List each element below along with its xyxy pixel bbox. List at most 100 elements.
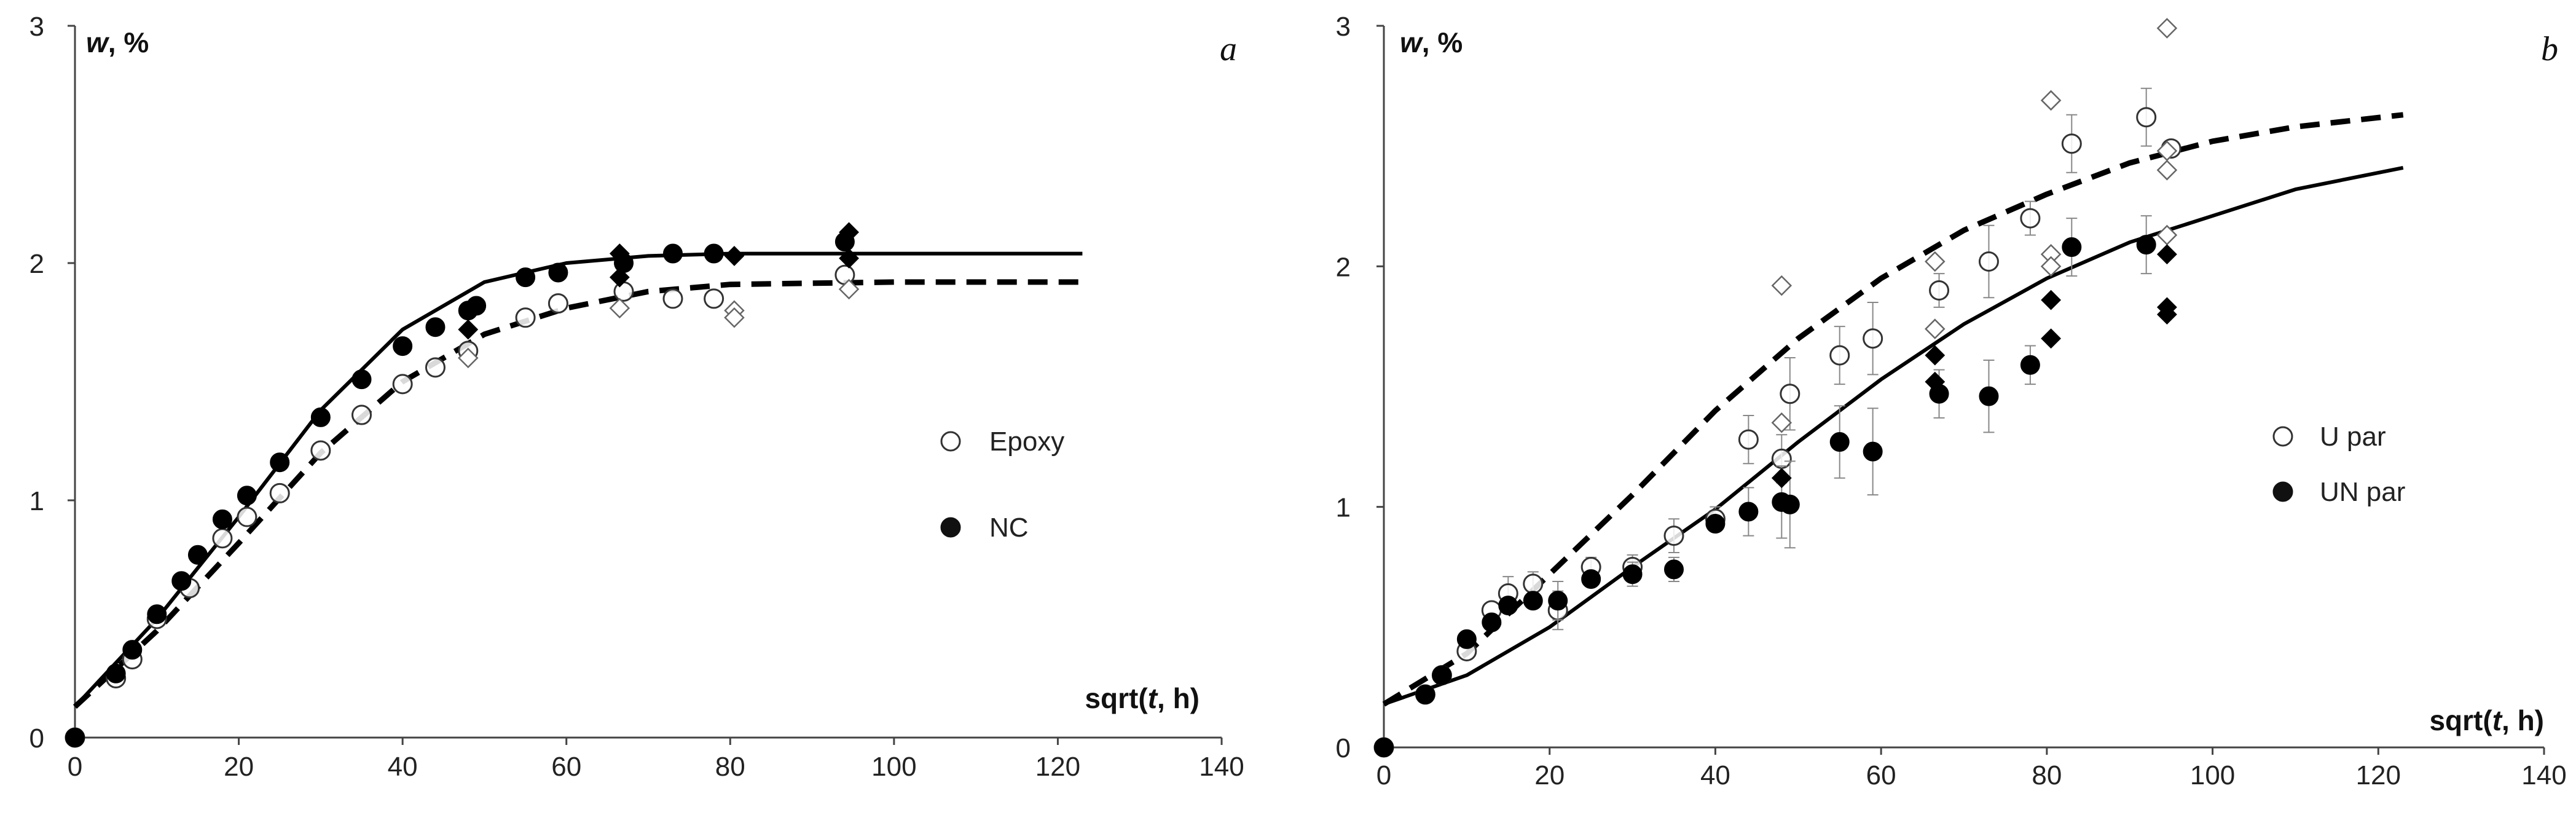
NC-point bbox=[147, 604, 167, 624]
UN par-point bbox=[1979, 386, 1999, 406]
UN par-point bbox=[1863, 441, 1883, 462]
U par-point bbox=[2061, 133, 2082, 154]
legend-u-par-label: U par bbox=[2320, 422, 2386, 452]
Epoxy-point bbox=[425, 357, 446, 378]
NC-point bbox=[393, 336, 413, 356]
x-tick-label: 0 bbox=[68, 752, 82, 782]
x-tick-label: 80 bbox=[715, 752, 745, 782]
y-tick-label: 2 bbox=[29, 249, 44, 279]
open-diamonds-point bbox=[2156, 18, 2178, 39]
panel-b-legend: U par UN par bbox=[2272, 422, 2405, 507]
x-tick-label: 120 bbox=[2356, 760, 2401, 790]
fit-NC-curve bbox=[73, 251, 1083, 708]
open-diamonds-point bbox=[609, 297, 630, 319]
x-tick-label: 0 bbox=[1376, 760, 1391, 790]
UN par-point bbox=[1664, 559, 1684, 580]
NC-point bbox=[310, 407, 331, 427]
x-tick-label: 20 bbox=[224, 752, 254, 782]
legend-epoxy-marker bbox=[940, 431, 961, 452]
x-tick-label: 40 bbox=[388, 752, 418, 782]
NC-point bbox=[425, 317, 446, 337]
NC-point bbox=[704, 243, 724, 264]
y-tick-label: 0 bbox=[29, 723, 44, 754]
UN par-point bbox=[1498, 596, 1518, 616]
open-diamonds-point bbox=[2040, 90, 2062, 111]
filled-diamonds-point bbox=[839, 222, 859, 243]
Epoxy-point bbox=[237, 506, 257, 527]
panel-a-plot-area: 0 20 40 60 80 100 120 140 0 1 2 3 bbox=[29, 12, 1244, 782]
open-diamonds-point bbox=[1771, 275, 1793, 296]
UN par-point bbox=[1415, 684, 1435, 704]
U par-point bbox=[1978, 251, 1999, 272]
y-tick-label: 0 bbox=[1336, 733, 1351, 763]
UN par-point bbox=[1523, 591, 1543, 611]
Epoxy-point bbox=[212, 528, 233, 549]
U par-point bbox=[2136, 107, 2157, 128]
NC-point bbox=[212, 509, 232, 529]
U par-point bbox=[1929, 280, 1950, 301]
Epoxy-point bbox=[392, 374, 413, 395]
UN par-point bbox=[2062, 237, 2082, 258]
y-tick-label: 1 bbox=[29, 486, 44, 516]
Epoxy-point bbox=[704, 288, 724, 309]
fit-UN-curve bbox=[1383, 165, 2404, 706]
filled-diamonds-point bbox=[2156, 244, 2177, 265]
Epoxy-point bbox=[269, 482, 290, 503]
x-tick-label: 140 bbox=[2521, 760, 2566, 790]
U par-point bbox=[2020, 208, 2041, 229]
U par-point bbox=[1780, 384, 1800, 404]
legend-un-par-marker bbox=[2272, 481, 2293, 502]
U par-point bbox=[1863, 328, 1883, 349]
Epoxy-point bbox=[351, 404, 372, 425]
y-tick-label: 3 bbox=[1336, 12, 1351, 42]
Epoxy-point bbox=[613, 281, 634, 302]
x-tick-label: 40 bbox=[1700, 760, 1730, 790]
U par-point bbox=[1829, 345, 1850, 366]
NC-point bbox=[106, 663, 126, 683]
open-diamonds-point bbox=[1925, 318, 1946, 339]
legend-nc-marker bbox=[940, 517, 961, 538]
legend-u-par-marker bbox=[2272, 426, 2293, 447]
UN par-point bbox=[1482, 612, 1502, 632]
panel-b-plot-area: 0 20 40 60 80 100 120 140 0 1 2 3 bbox=[1336, 12, 2567, 790]
panel-a: 0 20 40 60 80 100 120 140 0 1 2 3 a w, % sqrt(t, h)… bbox=[29, 12, 1244, 782]
Epoxy-point bbox=[548, 293, 568, 314]
panel-a-legend: Epoxy NC bbox=[940, 427, 1064, 543]
open-diamonds-point bbox=[2156, 140, 2178, 162]
UN par-point bbox=[1456, 629, 1477, 649]
NC-point bbox=[122, 640, 143, 660]
x-tick-label: 120 bbox=[1035, 752, 1080, 782]
U par-point bbox=[1738, 429, 1759, 450]
NC-point bbox=[171, 571, 192, 591]
filled-diamonds-point bbox=[1925, 371, 1946, 392]
filled-diamonds-point bbox=[2156, 304, 2177, 325]
filled-diamonds-point bbox=[724, 246, 745, 266]
UN par-point bbox=[1780, 494, 1800, 514]
U par-point bbox=[1523, 573, 1544, 594]
filled-diamonds-point bbox=[1925, 345, 1946, 366]
open-diamonds-point bbox=[2040, 256, 2062, 277]
NC-point bbox=[548, 262, 568, 283]
NC-point bbox=[65, 728, 85, 747]
U par-point bbox=[1771, 448, 1792, 469]
NC-point bbox=[187, 545, 208, 565]
panel-b-y-axis-label: w, % bbox=[1400, 26, 1463, 58]
UN par-point bbox=[1829, 432, 1850, 452]
panel-a-label: a bbox=[1220, 30, 1237, 68]
UN par-point bbox=[1581, 569, 1601, 589]
x-tick-label: 60 bbox=[1866, 760, 1896, 790]
Epoxy-point bbox=[310, 440, 331, 461]
x-tick-label: 20 bbox=[1534, 760, 1565, 790]
UN par-point bbox=[1705, 514, 1726, 534]
x-tick-label: 80 bbox=[2032, 760, 2062, 790]
open-diamonds-point bbox=[2156, 160, 2178, 181]
U par-point bbox=[1663, 526, 1684, 546]
y-tick-label: 1 bbox=[1336, 493, 1351, 523]
filled-diamonds-point bbox=[1771, 468, 1792, 489]
panel-b: 0 20 40 60 80 100 120 140 0 1 2 3 b w, % sqrt(t, h)… bbox=[1336, 12, 2567, 790]
filled-diamonds-point bbox=[839, 248, 859, 269]
panel-b-label: b bbox=[2541, 30, 2558, 68]
y-tick-label: 3 bbox=[29, 12, 44, 42]
UN par-point bbox=[1548, 591, 1568, 611]
